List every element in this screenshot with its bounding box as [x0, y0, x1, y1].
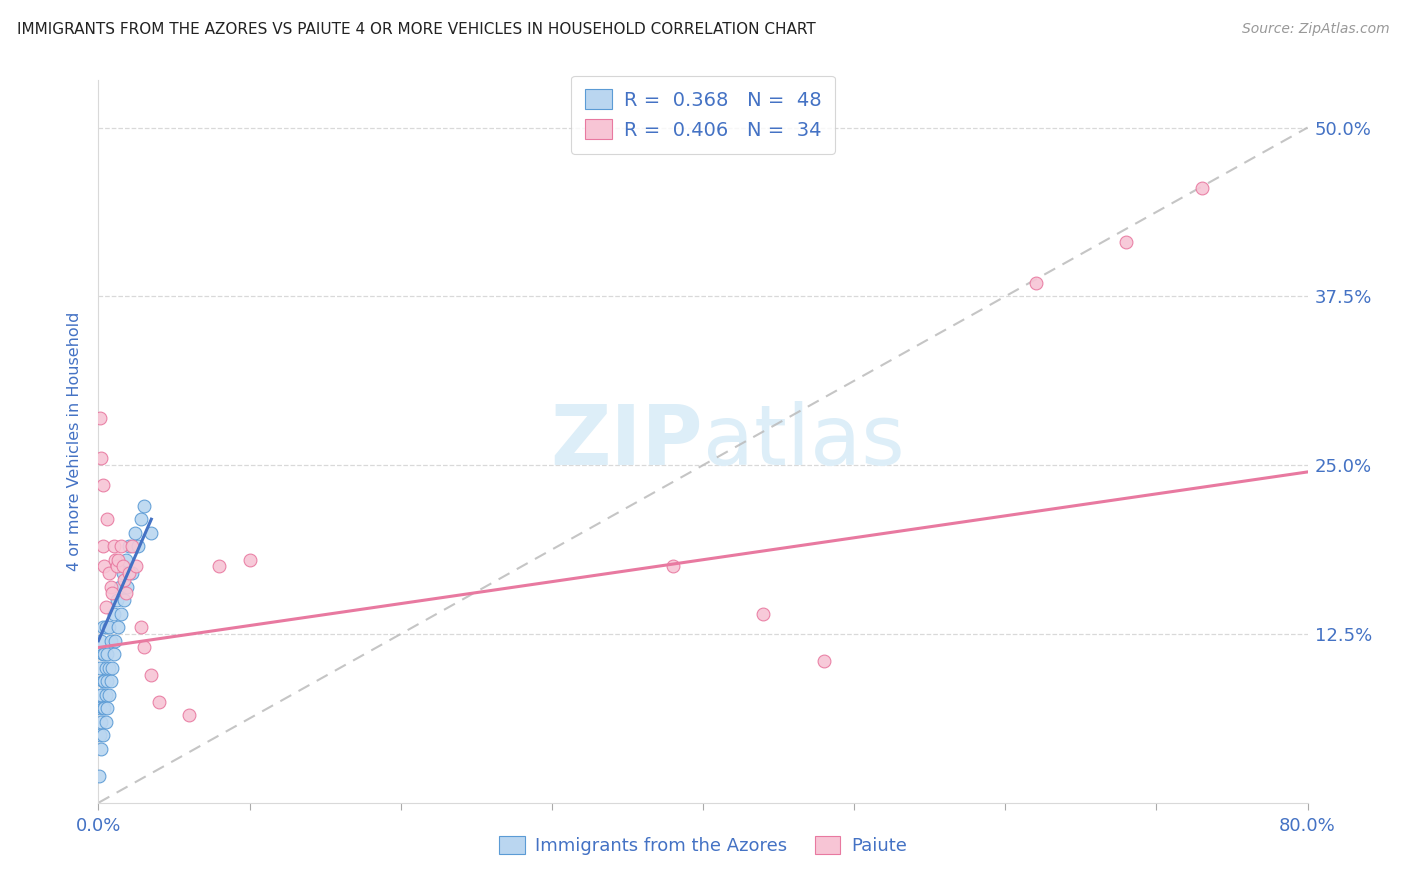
Point — [91, 478, 114, 492]
Point — [90, 741, 112, 756]
Point — [104, 552, 127, 566]
Point — [94, 714, 117, 729]
Point — [105, 593, 128, 607]
Point — [89, 728, 111, 742]
Point — [110, 539, 132, 553]
Point — [103, 539, 125, 553]
Point — [118, 539, 141, 553]
Point — [89, 411, 111, 425]
Point — [110, 607, 132, 621]
Point — [129, 512, 152, 526]
Point — [93, 674, 115, 689]
Point — [103, 647, 125, 661]
Point — [94, 688, 117, 702]
Point — [93, 559, 115, 574]
Point — [103, 607, 125, 621]
Point — [129, 620, 152, 634]
Point — [101, 661, 124, 675]
Point — [90, 451, 112, 466]
Text: atlas: atlas — [703, 401, 904, 482]
Point — [108, 580, 131, 594]
Point — [94, 661, 117, 675]
Point — [107, 620, 129, 634]
Point — [100, 674, 122, 689]
Point — [114, 552, 136, 566]
Point — [96, 512, 118, 526]
Point — [118, 566, 141, 581]
Text: ZIP: ZIP — [551, 401, 703, 482]
Point — [661, 559, 683, 574]
Point — [91, 647, 114, 661]
Point — [98, 661, 121, 675]
Point — [90, 633, 112, 648]
Point — [132, 640, 155, 655]
Point — [98, 688, 121, 702]
Point — [94, 620, 117, 634]
Point — [96, 647, 118, 661]
Point — [89, 701, 111, 715]
Point — [112, 593, 135, 607]
Point — [90, 688, 112, 702]
Point — [148, 694, 170, 708]
Point — [90, 688, 112, 702]
Point — [98, 566, 121, 581]
Point — [125, 559, 148, 574]
Y-axis label: 4 or more Vehicles in Household: 4 or more Vehicles in Household — [67, 312, 83, 571]
Point — [89, 661, 111, 675]
Point — [121, 566, 143, 581]
Point — [121, 539, 143, 553]
Point — [105, 559, 128, 574]
Point — [98, 620, 121, 634]
Point — [91, 701, 114, 715]
Point — [94, 599, 117, 614]
Point — [1024, 276, 1046, 290]
Point — [100, 633, 122, 648]
Point — [96, 674, 118, 689]
Point — [115, 580, 138, 594]
Point — [111, 566, 134, 581]
Point — [141, 667, 163, 681]
Point — [112, 573, 135, 587]
Point — [208, 559, 231, 574]
Point — [752, 607, 775, 621]
Point — [1191, 181, 1213, 195]
Point — [107, 552, 129, 566]
Legend: Immigrants from the Azores, Paiute: Immigrants from the Azores, Paiute — [492, 829, 914, 863]
Point — [141, 525, 163, 540]
Point — [239, 552, 262, 566]
Point — [89, 769, 111, 783]
Point — [114, 586, 136, 600]
Point — [91, 728, 114, 742]
Point — [132, 499, 155, 513]
Point — [93, 647, 115, 661]
Text: IMMIGRANTS FROM THE AZORES VS PAIUTE 4 OR MORE VEHICLES IN HOUSEHOLD CORRELATION: IMMIGRANTS FROM THE AZORES VS PAIUTE 4 O… — [17, 22, 815, 37]
Point — [813, 654, 835, 668]
Point — [179, 708, 201, 723]
Point — [101, 586, 124, 600]
Point — [100, 580, 122, 594]
Point — [104, 633, 127, 648]
Point — [93, 701, 115, 715]
Point — [90, 714, 112, 729]
Point — [91, 620, 114, 634]
Point — [91, 539, 114, 553]
Point — [1115, 235, 1137, 250]
Point — [111, 559, 134, 574]
Point — [124, 525, 146, 540]
Text: Source: ZipAtlas.com: Source: ZipAtlas.com — [1241, 22, 1389, 37]
Point — [96, 701, 118, 715]
Point — [91, 674, 114, 689]
Point — [127, 539, 149, 553]
